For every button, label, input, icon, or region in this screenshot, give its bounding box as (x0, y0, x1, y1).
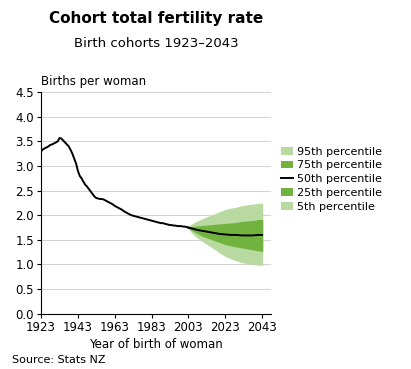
Legend: 95th percentile, 75th percentile, 50th percentile, 25th percentile, 5th percenti: 95th percentile, 75th percentile, 50th p… (282, 146, 382, 212)
Text: Cohort total fertility rate: Cohort total fertility rate (49, 11, 263, 26)
Text: Birth cohorts 1923–2043: Birth cohorts 1923–2043 (74, 37, 238, 50)
Text: Source: Stats NZ: Source: Stats NZ (12, 355, 106, 365)
X-axis label: Year of birth of woman: Year of birth of woman (89, 338, 223, 351)
Text: Births per woman: Births per woman (41, 75, 146, 88)
